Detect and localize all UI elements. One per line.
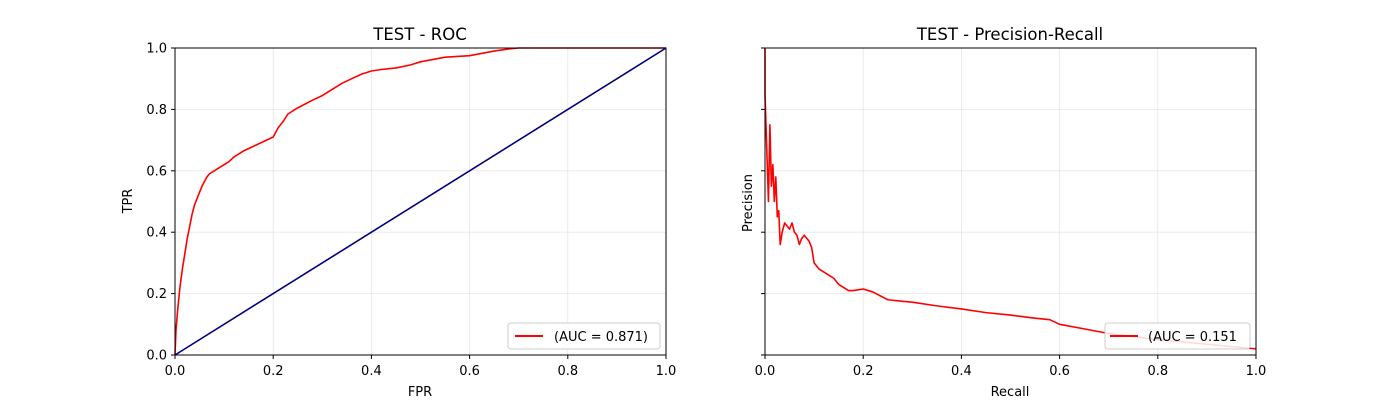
roc-ytick-label: 0.6 [146, 164, 167, 179]
roc-ytick-label: 0.0 [146, 349, 167, 364]
roc-xtick-label: 1.0 [656, 364, 677, 379]
pr-xtick-label: 0.0 [755, 364, 776, 379]
roc-title: TEST - ROC [372, 25, 466, 44]
roc-ytick-label: 0.2 [146, 287, 167, 302]
pr-legend: (AUC = 0.151 [1104, 322, 1251, 350]
pr-axes-frame [764, 47, 1257, 356]
pr-lines [764, 48, 1257, 350]
roc-legend: (AUC = 0.871) [507, 322, 661, 350]
pr-xlabel: Recall [991, 385, 1030, 400]
roc-lines [174, 47, 667, 356]
roc-chance-diagonal [174, 47, 667, 356]
pr-title: TEST - Precision-Recall [916, 25, 1103, 44]
roc-legend-label: (AUC = 0.871) [554, 330, 648, 345]
roc-ticks: 0.0 0.2 0.4 0.6 0.8 1.0 0.0 0.2 0.4 0.6 0.8 1.0 [146, 42, 676, 380]
roc-ytick-label: 1.0 [146, 42, 167, 57]
roc-panel: TEST - ROC FPR TPR 0.0 0.2 0.4 0.6 0.8 1.00.0… [121, 25, 676, 400]
roc-axes-frame [174, 47, 667, 356]
pr-panel: TEST - Precision-Recall Recall Precision… [741, 25, 1266, 400]
pr-xtick-label: 1.0 [1246, 364, 1267, 379]
pr-ticks: 0.0 0.2 0.4 0.6 0.8 1.0 [755, 47, 1267, 379]
roc-ylabel: TPR [121, 189, 136, 215]
roc-xtick-label: 0.4 [361, 364, 382, 379]
roc-xtick-label: 0.2 [263, 364, 284, 379]
pr-xtick-label: 0.8 [1147, 364, 1168, 379]
pr-ylabel: Precision [741, 174, 756, 232]
pr-legend-box [1104, 322, 1251, 350]
pr-xtick-label: 0.2 [853, 364, 874, 379]
pr-xtick-label: 0.4 [951, 364, 972, 379]
roc-xtick-label: 0.8 [557, 364, 578, 379]
roc-xtick-label: 0.0 [165, 364, 186, 379]
roc-xtick-label: 0.6 [459, 364, 480, 379]
pr-xtick-label: 0.6 [1049, 364, 1070, 379]
pr-legend-label: (AUC = 0.151 [1148, 330, 1237, 345]
roc-xlabel: FPR [408, 385, 432, 400]
pr-curve [764, 48, 1257, 350]
roc-ytick-label: 0.4 [146, 226, 167, 241]
roc-ytick-label: 0.8 [146, 103, 167, 118]
roc-curve [174, 47, 666, 356]
roc-legend-box [507, 322, 661, 350]
